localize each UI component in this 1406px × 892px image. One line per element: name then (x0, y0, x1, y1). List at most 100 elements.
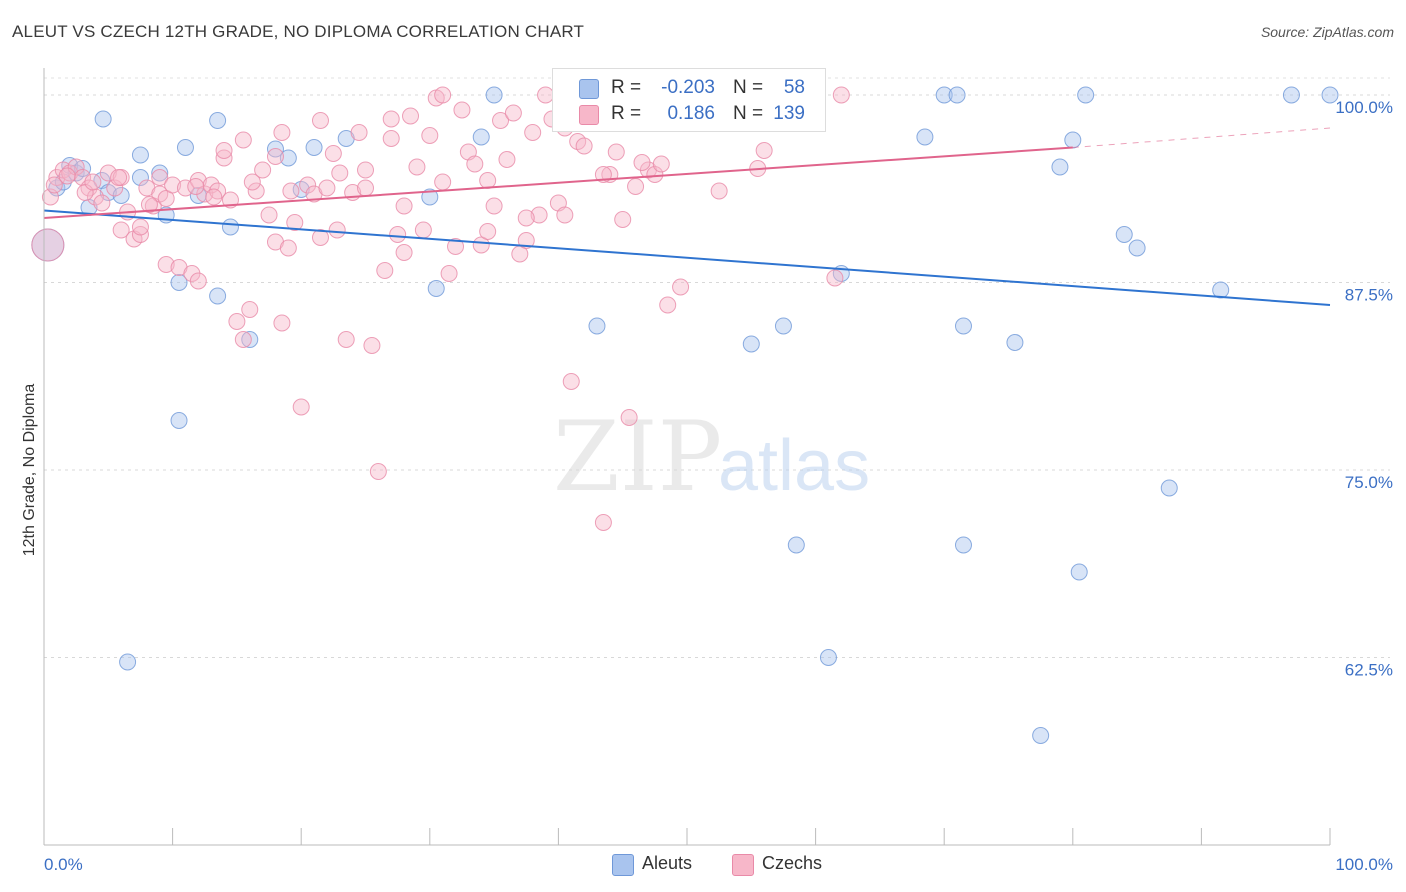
point-czechs (376, 262, 394, 279)
point-aleuts (94, 110, 112, 128)
point-czechs (755, 142, 773, 159)
legend-r-label: R = (611, 103, 642, 124)
legend-r-label: R = (611, 77, 642, 98)
point-aleuts (209, 112, 227, 129)
point-aleuts (1160, 479, 1178, 497)
point-czechs (58, 167, 76, 185)
legend-label-czechs: Czechs (762, 853, 823, 873)
point-czechs (99, 164, 117, 182)
point-czechs (241, 301, 259, 318)
point-czechs (363, 337, 381, 354)
point-czechs (504, 104, 522, 122)
point-czechs (164, 176, 182, 194)
watermark-zip: ZIP (553, 401, 722, 513)
point-aleuts (241, 331, 259, 348)
point-aleuts (742, 335, 760, 353)
point-czechs (189, 272, 207, 290)
trendline-czechs (43, 146, 1073, 219)
y-tick-label: 62.5% (1345, 661, 1393, 680)
point-aleuts (119, 653, 137, 671)
point-aleuts (1321, 86, 1339, 104)
point-czechs (408, 158, 426, 176)
point-aleuts (472, 128, 490, 146)
point-czechs (434, 86, 452, 104)
point-aleuts (916, 128, 934, 146)
y-tick-label: 75.0% (1345, 473, 1393, 492)
point-aleuts (1064, 131, 1082, 149)
point-czechs (318, 179, 336, 197)
point-czechs (106, 179, 124, 197)
point-czechs (279, 239, 297, 257)
point-czechs (627, 178, 645, 195)
point-czechs (620, 409, 638, 426)
trend-layer (43, 127, 1331, 306)
point-czechs (395, 197, 413, 215)
point-czechs (447, 238, 465, 255)
point-czechs (357, 161, 374, 179)
point-czechs (498, 151, 516, 168)
point-aleuts (151, 164, 169, 182)
legend-n-label: N = (733, 103, 764, 124)
y-axis-label: 12th Grade, No Diploma (21, 383, 38, 557)
legend-r-value: -0.203 (661, 77, 715, 98)
point-czechs (832, 86, 850, 104)
legend-r-value: 0.186 (667, 103, 715, 124)
point-aleuts (170, 412, 188, 429)
point-czechs (382, 130, 400, 147)
point-aleuts (74, 160, 92, 177)
x-tick-label: 0.0% (44, 855, 83, 874)
point-aleuts (588, 317, 606, 335)
point-aleuts (1212, 281, 1230, 299)
point-czechs (517, 209, 535, 227)
point-czechs (187, 178, 205, 195)
point-czechs (131, 218, 149, 236)
point-czechs (260, 206, 278, 224)
point-czechs (299, 176, 317, 194)
point-czechs (672, 278, 690, 296)
point-aleuts (1032, 727, 1050, 744)
point-czechs (45, 176, 63, 194)
point-czechs (247, 182, 265, 200)
point-czechs (485, 197, 503, 215)
point-czechs (331, 164, 349, 182)
point-czechs (395, 244, 413, 261)
point-czechs (110, 169, 128, 186)
point-czechs (562, 373, 580, 390)
tick-label-layer: 62.5% 75.0% 87.5% 100.0% 0.0% 100.0% (44, 98, 1393, 874)
point-czechs (350, 124, 368, 141)
point-aleuts (131, 169, 149, 186)
point-aleuts (176, 139, 194, 156)
point-czechs (286, 214, 304, 231)
point-czechs (67, 158, 85, 176)
point-czechs (710, 182, 728, 200)
point-aleuts (954, 536, 972, 554)
point-czechs (93, 194, 111, 212)
point-czechs (614, 211, 632, 228)
point-czechs (369, 463, 387, 480)
point-czechs (328, 221, 346, 239)
point-czechs (292, 398, 310, 416)
point-czechs (530, 206, 548, 224)
point-czechs (607, 143, 625, 161)
legend-swatch-aleuts (579, 79, 599, 99)
trendline-extension-czechs (1072, 127, 1331, 148)
point-czechs (382, 110, 400, 128)
point-aleuts (485, 86, 503, 104)
point-czechs (479, 172, 497, 189)
point-czechs (434, 173, 452, 191)
correlation-legend: R = -0.203 N = 58 R = 0.186 N = 139 (552, 68, 826, 132)
point-aleuts (279, 149, 297, 167)
point-czechs (402, 107, 420, 125)
point-czechs (575, 137, 593, 155)
point-aleuts (948, 86, 966, 104)
point-aleuts (170, 274, 188, 291)
legend-n-value: 139 (773, 103, 805, 124)
point-aleuts (1115, 226, 1133, 243)
point-aleuts (221, 218, 239, 236)
point-czechs (517, 232, 535, 249)
point-aleuts (954, 317, 972, 335)
point-czechs (357, 179, 374, 197)
point-aleuts (1006, 334, 1024, 351)
point-czechs (594, 514, 612, 531)
